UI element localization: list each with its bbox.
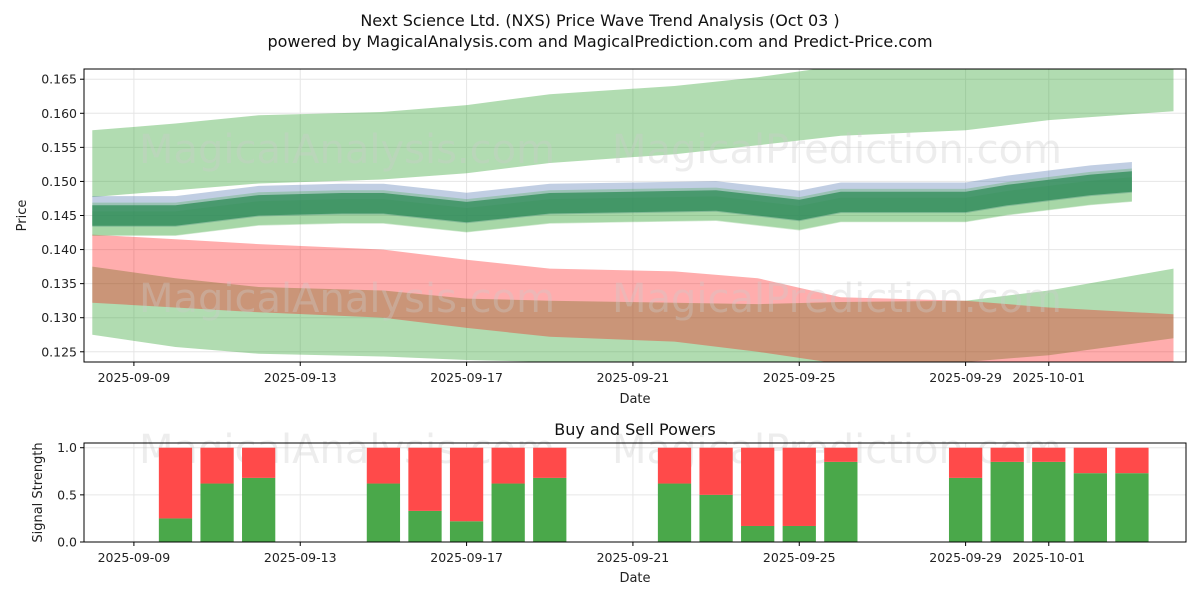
y-tick-label: 0.135 xyxy=(41,276,77,291)
plot-frame xyxy=(83,442,1187,543)
x-tick-label: 2025-09-13 xyxy=(264,550,337,565)
buy-bar xyxy=(200,483,234,542)
y-tick-label: 0.150 xyxy=(41,174,77,189)
buy-bar xyxy=(449,521,484,542)
plot-area xyxy=(92,69,1174,362)
sell-bar xyxy=(948,447,983,478)
price-chart: MagicalAnalysis.com MagicalPrediction.com… xyxy=(15,68,1187,407)
x-tick-label: 2025-09-29 xyxy=(929,370,1002,385)
y-tick-label: 0.155 xyxy=(41,140,77,155)
x-tick-label: 2025-09-21 xyxy=(597,550,670,565)
power-chart-title: Buy and Sell Powers xyxy=(554,420,716,439)
y-tick-label: 0.160 xyxy=(41,106,77,121)
y-tick-label: 1.0 xyxy=(57,440,77,455)
buy-bar xyxy=(158,518,193,542)
buy-bar xyxy=(782,525,816,542)
y-tick-label: 0.5 xyxy=(57,487,77,502)
buy-bar xyxy=(699,494,733,542)
sell-bar xyxy=(782,447,816,526)
y-axis-label: Signal Strength xyxy=(31,442,46,542)
x-tick-label: 2025-09-21 xyxy=(597,370,670,385)
buy-bar xyxy=(948,477,983,542)
buy-bar xyxy=(1073,473,1107,542)
x-tick-label: 2025-09-17 xyxy=(430,370,503,385)
buy-bar xyxy=(741,525,775,542)
chart-title: Next Science Ltd. (NXS) Price Wave Trend… xyxy=(360,11,839,30)
watermark: MagicalPrediction.com xyxy=(612,127,1062,173)
buy-bar xyxy=(824,461,858,542)
sell-bar xyxy=(657,447,692,484)
buy-bar xyxy=(657,483,692,542)
y-tick-label: 0.165 xyxy=(41,72,77,87)
sell-bar xyxy=(449,447,484,522)
sell-bar xyxy=(242,447,276,478)
x-axis-label: Date xyxy=(619,392,650,407)
red-band xyxy=(92,234,1174,362)
buy-bar xyxy=(1032,461,1066,542)
x-tick-label: 2025-09-09 xyxy=(98,370,171,385)
x-tick-label: 2025-10-01 xyxy=(1012,550,1085,565)
x-tick-label: 2025-09-09 xyxy=(98,550,171,565)
y-tick-label: 0.130 xyxy=(41,310,77,325)
chart-subtitle: powered by MagicalAnalysis.com and Magic… xyxy=(267,32,932,51)
sell-bar xyxy=(491,447,525,484)
x-tick-label: 2025-09-25 xyxy=(763,550,836,565)
sell-bar xyxy=(824,447,858,462)
sell-bar xyxy=(366,447,401,484)
sell-bar xyxy=(533,447,567,478)
upper-green-band xyxy=(92,69,1174,198)
y-tick-label: 0.0 xyxy=(57,535,77,550)
price-wave-band xyxy=(92,171,1132,226)
x-tick-label: 2025-09-29 xyxy=(929,550,1002,565)
sell-bar xyxy=(699,447,733,495)
sell-bar xyxy=(741,447,775,526)
buy-bar xyxy=(408,510,442,542)
sell-bar xyxy=(408,447,442,511)
sell-bar xyxy=(1032,447,1066,462)
power-chart: MagicalAnalysis.comMagicalPrediction.com… xyxy=(31,420,1187,586)
sell-bar xyxy=(158,447,193,519)
buy-bar xyxy=(366,483,401,542)
watermark: MagicalPrediction.com xyxy=(612,276,1062,322)
sell-bar xyxy=(200,447,234,484)
sell-bar xyxy=(990,447,1024,462)
y-tick-label: 0.140 xyxy=(41,242,77,257)
buy-bar xyxy=(491,483,525,542)
x-axis-label: Date xyxy=(619,571,650,586)
watermark: MagicalAnalysis.com xyxy=(139,276,555,322)
sell-bar xyxy=(1115,447,1149,474)
buy-bar xyxy=(1115,473,1149,542)
x-tick-label: 2025-09-25 xyxy=(763,370,836,385)
buy-bar xyxy=(242,477,276,542)
x-tick-label: 2025-10-01 xyxy=(1012,370,1085,385)
y-tick-label: 0.125 xyxy=(41,344,77,359)
buy-bar xyxy=(990,461,1024,542)
sell-bar xyxy=(1073,447,1107,474)
buy-bar xyxy=(533,477,567,542)
y-tick-label: 0.145 xyxy=(41,208,77,223)
x-tick-label: 2025-09-13 xyxy=(264,370,337,385)
x-tick-label: 2025-09-17 xyxy=(430,550,503,565)
watermark: MagicalAnalysis.com xyxy=(139,127,555,173)
y-axis-label: Price xyxy=(15,200,30,232)
lower-green-band xyxy=(92,266,1174,362)
